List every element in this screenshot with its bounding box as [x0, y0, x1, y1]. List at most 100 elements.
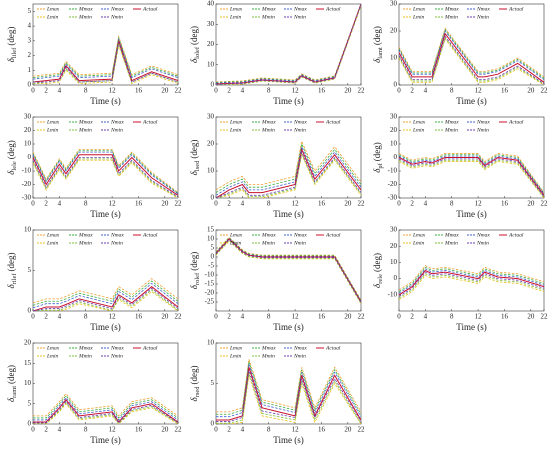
series-line — [216, 145, 361, 196]
x-tick-label: 0 — [214, 313, 218, 321]
legend-label: Lmax — [412, 6, 426, 12]
y-tick-label: 10 — [390, 54, 398, 62]
y-tick-label: 20 — [24, 339, 32, 347]
x-tick-label: 4 — [58, 87, 62, 95]
y-label-symbol: δ — [372, 168, 382, 173]
series-line — [33, 159, 178, 198]
series-line — [399, 266, 544, 292]
x-tick-label: 22 — [358, 426, 366, 434]
legend-label: Mmax — [261, 119, 276, 125]
legend-label: Lmin — [229, 14, 242, 20]
legend-label: Nmin — [476, 240, 489, 246]
x-tick-label: 2 — [227, 87, 231, 95]
series-line — [399, 159, 544, 198]
y-label-sub: pf — [377, 162, 384, 168]
legend-label: Actual — [142, 119, 158, 125]
series-line — [33, 291, 178, 311]
x-tick-label: 22 — [175, 87, 183, 95]
legend-label: Nmax — [293, 232, 307, 238]
series-line — [216, 4, 361, 85]
y-tick-label: -25 — [205, 298, 215, 306]
legend-label: Lmin — [229, 240, 242, 246]
series-line — [33, 36, 178, 79]
series-line — [399, 27, 544, 78]
series-line — [399, 153, 544, 193]
y-label-unit: (deg) — [372, 253, 382, 272]
y-tick-label: 20 — [207, 140, 215, 148]
x-tick-label: 20 — [527, 200, 535, 208]
y-tick-label: 0 — [394, 153, 398, 161]
series-line — [33, 158, 178, 198]
y-tick-label: 5 — [211, 379, 215, 387]
series-line — [33, 280, 178, 306]
x-tick-label: 16 — [318, 87, 326, 95]
x-tick-label: 2 — [44, 200, 48, 208]
x-tick-label: 4 — [58, 426, 62, 434]
x-tick-label: 8 — [84, 200, 88, 208]
y-tick-label: 15 — [24, 359, 32, 367]
y-tick-label: -30 — [388, 194, 398, 202]
x-tick-label: 8 — [450, 200, 454, 208]
y-label-symbol: δ — [6, 397, 16, 402]
x-tick-label: 16 — [318, 426, 326, 434]
x-tick-label: 22 — [358, 200, 366, 208]
legend-label: Mmin — [444, 14, 458, 20]
x-tick-label: 16 — [135, 426, 143, 434]
series-line — [33, 289, 178, 311]
y-tick-label: 5 — [28, 266, 32, 274]
series-line — [33, 43, 178, 85]
series-line — [216, 4, 361, 84]
y-tick-label: 20 — [207, 40, 215, 48]
y-tick-label: 0 — [28, 420, 32, 428]
y-tick-label: -5 — [208, 262, 214, 270]
x-tick-label: 0 — [397, 87, 401, 95]
x-tick-label: 8 — [267, 313, 271, 321]
legend-label: Lmax — [229, 345, 243, 351]
x-tick-label: 22 — [175, 200, 183, 208]
y-axis-label: δlele (deg) — [6, 140, 18, 175]
y-label-symbol: δ — [372, 283, 382, 288]
series-line — [33, 395, 178, 419]
y-tick-label: 20 — [390, 27, 398, 35]
series-line — [399, 38, 544, 85]
y-label-unit: (deg) — [6, 140, 16, 159]
series-line — [33, 40, 178, 83]
y-label-unit: (deg) — [189, 252, 199, 271]
legend-label: Mmax — [261, 232, 276, 238]
legend-label: Mmin — [78, 127, 92, 133]
legend-label: Actual — [508, 6, 524, 12]
series-line — [399, 271, 544, 297]
y-tick-label: 30 — [390, 113, 398, 121]
y-tick-label: 30 — [207, 20, 215, 28]
y-tick-label: 30 — [207, 113, 215, 121]
x-tick-label: 4 — [58, 313, 62, 321]
x-axis-label: Time (s) — [90, 209, 120, 219]
legend-label: Nmax — [476, 6, 490, 12]
y-tick-label: 10 — [207, 60, 215, 68]
x-tick-label: 4 — [424, 313, 428, 321]
legend-label: Actual — [508, 232, 524, 238]
legend-label: Nmax — [293, 345, 307, 351]
y-label-sub: rolef — [194, 272, 201, 285]
x-tick-label: 4 — [241, 426, 245, 434]
x-tick-label: 8 — [267, 200, 271, 208]
legend-label: Mmax — [78, 232, 93, 238]
y-axis-label: δramt (deg) — [6, 365, 18, 402]
series-line — [216, 363, 361, 418]
y-label-unit: (deg) — [372, 26, 382, 45]
legend-label: Lmin — [412, 127, 425, 133]
x-tick-label: 8 — [450, 313, 454, 321]
series-line — [33, 42, 178, 83]
x-tick-label: 12 — [475, 87, 483, 95]
x-tick-label: 8 — [84, 426, 88, 434]
x-tick-label: 2 — [410, 200, 414, 208]
y-label-symbol: δ — [372, 58, 382, 63]
legend-label: Mmax — [261, 6, 276, 12]
legend-label: Mmax — [78, 119, 93, 125]
legend-label: Lmin — [46, 353, 59, 359]
series-line — [33, 400, 178, 424]
legend-label: Mmin — [444, 240, 458, 246]
series-line — [33, 397, 178, 421]
legend-label: Mmax — [78, 6, 93, 12]
series-line — [33, 287, 178, 311]
